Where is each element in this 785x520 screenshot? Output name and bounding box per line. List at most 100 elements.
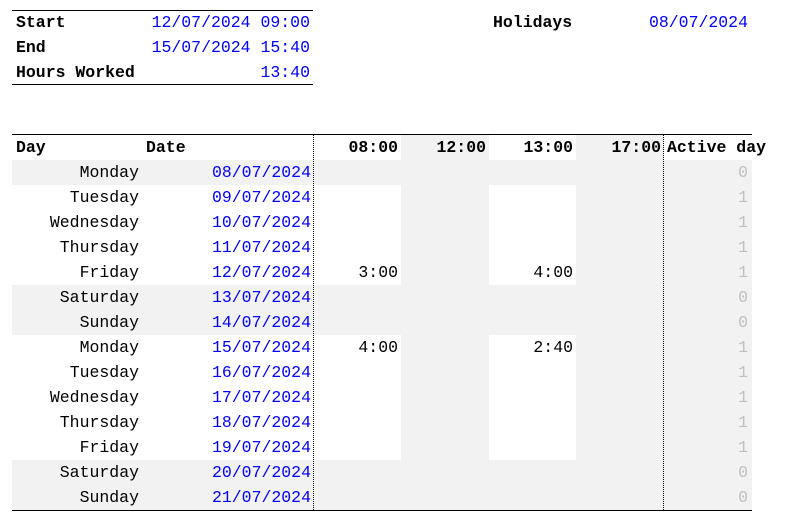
morning-hours-cell[interactable] [313,185,401,210]
date-cell[interactable]: 18/07/2024 [211,413,311,432]
start-value[interactable]: 12/07/2024 09:00 [151,13,310,32]
day-cell: Saturday [59,288,139,307]
date-cell[interactable]: 09/07/2024 [211,188,311,207]
header-1200: 12:00 [436,138,486,157]
date-cell[interactable]: 14/07/2024 [211,313,311,332]
active-day-cell[interactable]: 1 [738,263,748,282]
active-day-cell[interactable]: 1 [738,388,748,407]
morning-hours-cell[interactable] [313,410,401,435]
active-shade [664,260,752,285]
start-label: Start [16,13,66,32]
table-top-border [12,134,752,135]
morning-hours-cell[interactable] [313,385,401,410]
active-day-cell[interactable]: 1 [738,413,748,432]
table-row [12,310,752,335]
day-cell: Monday [79,338,139,357]
date-cell[interactable]: 21/07/2024 [211,488,311,507]
header-day: Day [16,138,46,157]
afternoon-hours-cell[interactable] [489,410,576,435]
afternoon-hours-cell[interactable] [489,235,576,260]
date-cell[interactable]: 08/07/2024 [211,163,311,182]
afternoon-hours-cell[interactable] [489,460,576,485]
active-day-cell[interactable]: 0 [738,288,748,307]
shade-12 [401,260,489,285]
afternoon-hours-cell[interactable] [489,160,576,185]
afternoon-hours-cell[interactable] [489,185,576,210]
date-cell[interactable]: 13/07/2024 [211,288,311,307]
active-day-cell[interactable]: 1 [738,238,748,257]
afternoon-hours-cell[interactable]: 2:40 [533,338,573,357]
active-shade [664,410,752,435]
active-day-cell[interactable]: 1 [738,188,748,207]
morning-hours-cell[interactable] [313,235,401,260]
shade-17 [576,210,663,235]
date-cell[interactable]: 11/07/2024 [211,238,311,257]
shade-12 [401,435,489,460]
date-cell[interactable]: 19/07/2024 [211,438,311,457]
holidays-label: Holidays [493,13,573,32]
active-day-cell[interactable]: 1 [738,438,748,457]
morning-hours-cell[interactable] [313,460,401,485]
date-cell[interactable]: 15/07/2024 [211,338,311,357]
summary-bottom-border [12,84,313,85]
afternoon-hours-cell[interactable] [489,210,576,235]
morning-hours-cell[interactable] [313,360,401,385]
date-cell[interactable]: 16/07/2024 [211,363,311,382]
shade-17 [576,235,663,260]
header-shade-17 [576,135,663,160]
date-cell[interactable]: 17/07/2024 [211,388,311,407]
shade-12 [401,335,489,360]
shade-17 [576,185,663,210]
active-day-cell[interactable]: 0 [738,163,748,182]
shade-17 [576,435,663,460]
shade-12 [401,235,489,260]
day-cell: Wednesday [49,388,139,407]
shade-12 [401,185,489,210]
day-cell: Sunday [79,313,139,332]
active-shade [664,285,752,310]
hours-worked-value[interactable]: 13:40 [260,63,310,82]
morning-hours-cell[interactable]: 4:00 [358,338,398,357]
active-day-cell[interactable]: 0 [738,488,748,507]
afternoon-hours-cell[interactable] [489,385,576,410]
day-cell: Thursday [59,238,139,257]
date-separator-line [313,135,314,510]
header-0800: 08:00 [348,138,398,157]
active-shade [664,235,752,260]
morning-hours-cell[interactable] [313,160,401,185]
afternoon-hours-cell[interactable] [489,435,576,460]
date-cell[interactable]: 10/07/2024 [211,213,311,232]
date-cell[interactable]: 20/07/2024 [211,463,311,482]
morning-hours-cell[interactable] [313,435,401,460]
afternoon-hours-cell[interactable] [489,360,576,385]
date-cell[interactable]: 12/07/2024 [211,263,311,282]
active-day-cell[interactable]: 0 [738,313,748,332]
active-shade [664,160,752,185]
active-day-cell[interactable]: 1 [738,338,748,357]
afternoon-hours-cell[interactable] [489,310,576,335]
morning-hours-cell[interactable]: 3:00 [358,263,398,282]
active-shade [664,485,752,510]
active-day-cell[interactable]: 1 [738,213,748,232]
morning-hours-cell[interactable] [313,210,401,235]
shade-12 [401,210,489,235]
holidays-value[interactable]: 08/07/2024 [648,13,748,32]
active-shade [664,435,752,460]
shade-17 [576,335,663,360]
active-shade [664,210,752,235]
active-shade [664,460,752,485]
active-day-cell[interactable]: 0 [738,463,748,482]
end-label: End [16,38,46,57]
morning-hours-cell[interactable] [313,485,401,510]
morning-hours-cell[interactable] [313,285,401,310]
day-cell: Friday [79,263,139,282]
afternoon-hours-cell[interactable] [489,285,576,310]
active-day-cell[interactable]: 1 [738,363,748,382]
end-value[interactable]: 15/07/2024 15:40 [151,38,310,57]
afternoon-hours-cell[interactable] [489,485,576,510]
day-cell: Thursday [59,413,139,432]
hours-worked-label: Hours Worked [16,63,135,82]
morning-hours-cell[interactable] [313,310,401,335]
active-shade [664,335,752,360]
afternoon-hours-cell[interactable]: 4:00 [533,263,573,282]
